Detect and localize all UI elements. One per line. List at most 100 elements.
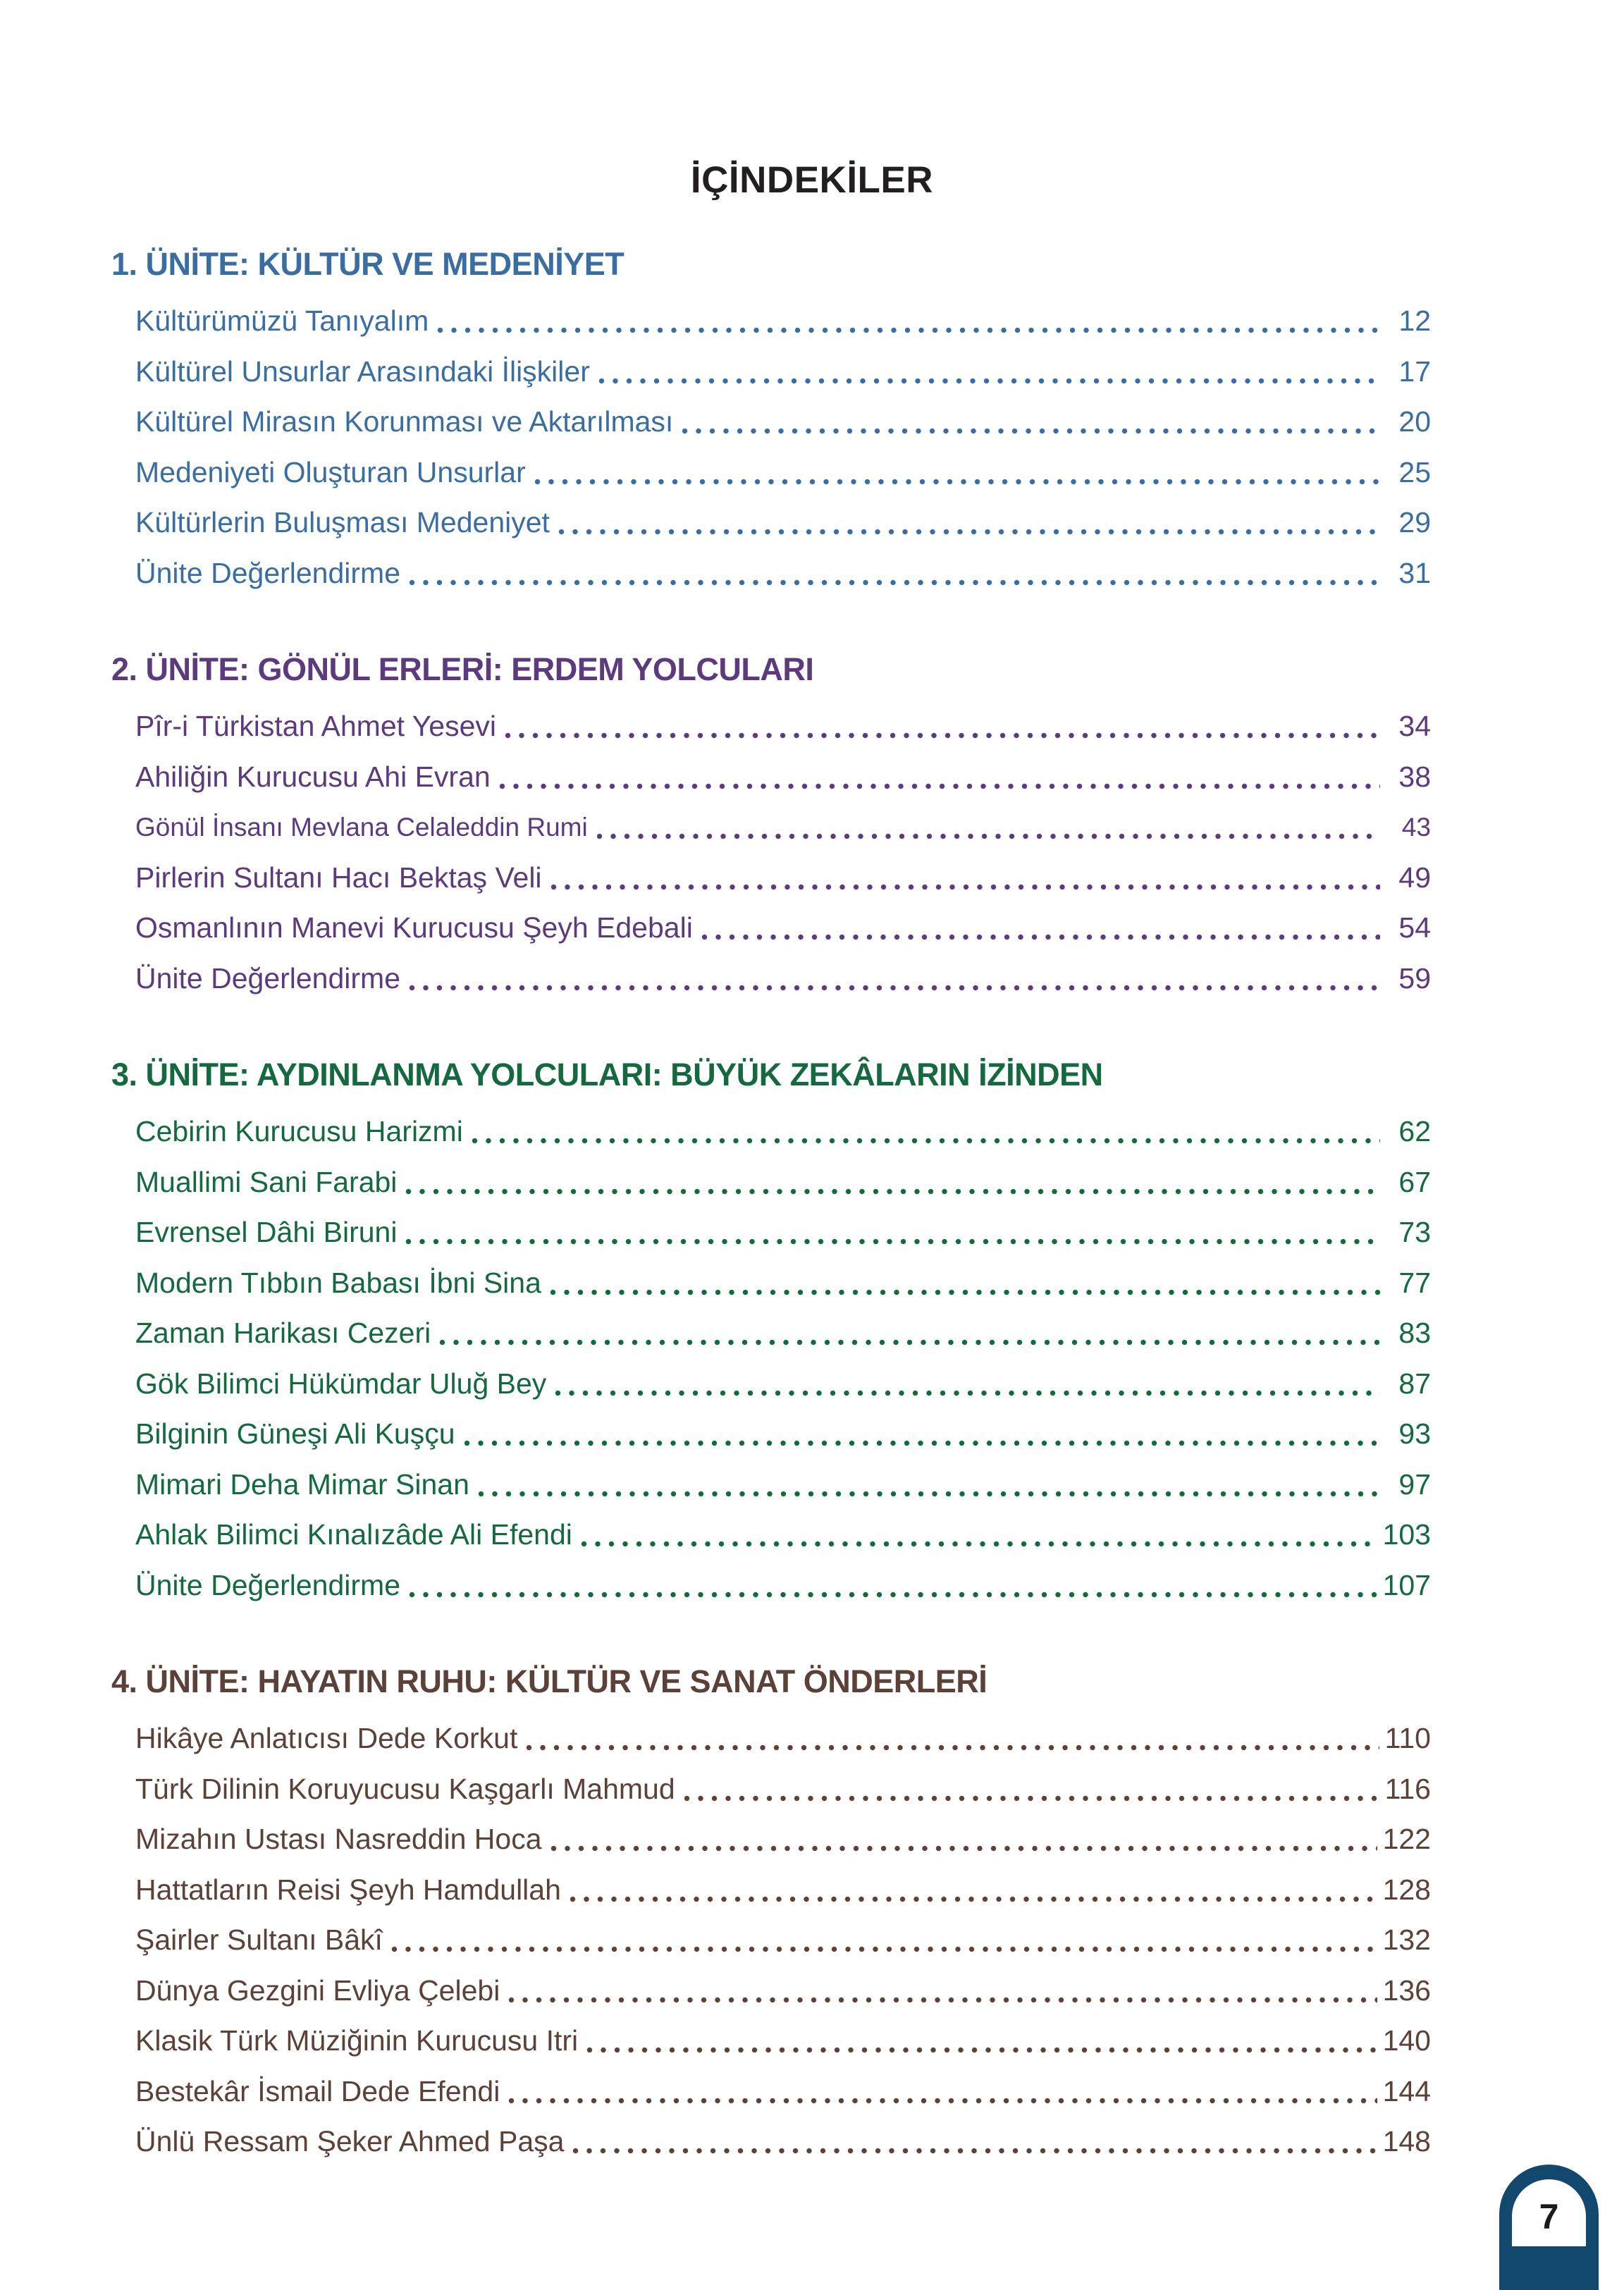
toc-entry: Gök Bilimci Hükümdar Uluğ Bey 87 [111, 1359, 1431, 1410]
dotted-leader [580, 1541, 1377, 1548]
dotted-leader [683, 1795, 1379, 1802]
dotted-leader [526, 1744, 1379, 1752]
entry-page: 43 [1401, 812, 1431, 842]
toc-entry: Dünya Gezgini Evliya Çelebi 136 [111, 1966, 1431, 2017]
dotted-leader [504, 732, 1380, 739]
entry-page: 128 [1382, 1873, 1431, 1906]
entry-page: 103 [1382, 1518, 1431, 1551]
unit-entries: Cebirin Kurucusu Harizmi 62 Muallimi San… [111, 1107, 1431, 1611]
toc-entry: Kültürel Mirasın Korunması ve Aktarılmas… [111, 397, 1431, 448]
dotted-leader [390, 1946, 1377, 1953]
dotted-leader [596, 833, 1380, 840]
toc-entry: Türk Dilinin Koruyucusu Kaşgarlı Mahmud … [111, 1764, 1431, 1815]
entry-page: 31 [1398, 556, 1431, 589]
toc-entry: Pirlerin Sultanı Hacı Bektaş Veli 49 [111, 853, 1431, 904]
entry-label: Zaman Harikası Cezeri [135, 1317, 431, 1350]
toc-entry: Medeniyeti Oluşturan Unsurlar 25 [111, 448, 1431, 498]
toc-entry: Pîr-i Türkistan Ahmet Yesevi 34 [111, 701, 1431, 752]
toc-unit: 1. ÜNİTE: KÜLTÜR VE MEDENİYET Kültürümüz… [111, 244, 1431, 598]
entry-label: Kültürümüzü Tanıyalım [135, 304, 429, 338]
entry-label: Ünlü Ressam Şeker Ahmed Paşa [135, 2125, 565, 2158]
entry-page: 34 [1398, 710, 1431, 743]
entry-page: 132 [1382, 1923, 1431, 1957]
entry-label: Modern Tıbbın Babası İbni Sina [135, 1266, 541, 1299]
entry-label: Ünite Değerlendirme [135, 1568, 401, 1601]
dotted-leader [534, 478, 1380, 485]
entry-page: 107 [1382, 1568, 1431, 1601]
entry-label: Mimari Deha Mimar Sinan [135, 1467, 469, 1501]
entry-label: Gök Bilimci Hükümdar Uluğ Bey [135, 1367, 547, 1400]
entry-label: Ahlak Bilimci Kınalızâde Ali Efendi [135, 1518, 572, 1551]
toc-entry: Gönül İnsanı Mevlana Celaleddin Rumi 43 [111, 802, 1431, 853]
entry-label: Gönül İnsanı Mevlana Celaleddin Rumi [135, 812, 588, 842]
entry-label: Klasik Türk Müziğinin Kurucusu Itri [135, 2024, 579, 2057]
entry-label: Hikâye Anlatıcısı Dede Korkut [135, 1722, 518, 1755]
entry-label: Osmanlının Manevi Kurucusu Şeyh Edebali [135, 911, 693, 944]
page-title: İÇİNDEKİLER [690, 159, 934, 201]
unit-heading: 3. ÜNİTE: AYDINLANMA YOLCULARI: BÜYÜK ZE… [111, 1057, 1103, 1092]
entry-page: 97 [1398, 1467, 1431, 1501]
entry-label: Muallimi Sani Farabi [135, 1165, 398, 1198]
toc-entry: Hikâye Anlatıcısı Dede Korkut 110 [111, 1713, 1431, 1764]
toc-entry: Ahlak Bilimci Kınalızâde Ali Efendi 103 [111, 1510, 1431, 1560]
dotted-leader [405, 1238, 1380, 1245]
entry-label: Bestekâr İsmail Dede Efendi [135, 2074, 500, 2107]
dotted-leader [508, 1996, 1377, 2003]
dotted-leader [471, 1138, 1380, 1145]
dotted-leader [550, 1845, 1377, 1852]
toc-entry: Şairler Sultanı Bâkî 132 [111, 1915, 1431, 1966]
unit-heading: 1. ÜNİTE: KÜLTÜR VE MEDENİYET [111, 246, 625, 282]
toc-entry: Modern Tıbbın Babası İbni Sina 77 [111, 1258, 1431, 1309]
toc-units: 1. ÜNİTE: KÜLTÜR VE MEDENİYET Kültürümüz… [111, 244, 1431, 2167]
entry-page: 12 [1398, 304, 1431, 338]
entry-label: Evrensel Dâhi Biruni [135, 1216, 398, 1249]
toc-entry: Zaman Harikası Cezeri 83 [111, 1308, 1431, 1359]
dotted-leader [558, 529, 1380, 536]
page-number: 7 [1512, 2179, 1586, 2246]
entry-page: 73 [1398, 1216, 1431, 1249]
entry-page: 54 [1398, 911, 1431, 944]
toc-entry: Kültürümüzü Tanıyalım 12 [111, 296, 1431, 347]
toc-entry: Ünite Değerlendirme 107 [111, 1560, 1431, 1611]
entry-page: 140 [1382, 2024, 1431, 2057]
entry-page: 17 [1398, 355, 1431, 388]
entry-label: Cebirin Kurucusu Harizmi [135, 1115, 463, 1148]
dotted-leader [439, 1339, 1380, 1346]
toc-entry: Osmanlının Manevi Kurucusu Şeyh Edebali … [111, 903, 1431, 954]
unit-entries: Hikâye Anlatıcısı Dede Korkut 110 Türk D… [111, 1713, 1431, 2167]
entry-label: Kültürel Mirasın Korunması ve Aktarılmas… [135, 405, 674, 438]
unit-entries: Kültürümüzü Tanıyalım 12 Kültürel Unsurl… [111, 296, 1431, 598]
entry-page: 148 [1382, 2125, 1431, 2158]
dotted-leader [409, 579, 1380, 586]
entry-page: 122 [1382, 1823, 1431, 1856]
entry-page: 59 [1398, 961, 1431, 995]
entry-page: 25 [1398, 455, 1431, 488]
entry-page: 77 [1398, 1266, 1431, 1299]
dotted-leader [409, 984, 1380, 991]
toc-entry: Ahiliğin Kurucusu Ahi Evran 38 [111, 752, 1431, 803]
entry-label: Mizahın Ustası Nasreddin Hoca [135, 1823, 542, 1856]
dotted-leader [477, 1490, 1380, 1497]
toc-entry: Hattatların Reisi Şeyh Hamdullah 128 [111, 1865, 1431, 1916]
entry-label: Pîr-i Türkistan Ahmet Yesevi [135, 710, 496, 743]
toc-entry: Ünite Değerlendirme 31 [111, 548, 1431, 599]
entry-page: 110 [1384, 1722, 1431, 1755]
entry-page: 38 [1398, 760, 1431, 793]
entry-label: Dünya Gezgini Evliya Çelebi [135, 1974, 500, 2007]
entry-label: Pirlerin Sultanı Hacı Bektaş Veli [135, 861, 542, 894]
entry-page: 144 [1382, 2074, 1431, 2107]
toc-entry: Klasik Türk Müziğinin Kurucusu Itri 140 [111, 2016, 1431, 2067]
entry-label: Ünite Değerlendirme [135, 961, 401, 995]
toc-unit: 4. ÜNİTE: HAYATIN RUHU: KÜLTÜR VE SANAT … [111, 1661, 1431, 2167]
toc-unit: 2. ÜNİTE: GÖNÜL ERLERİ: ERDEM YOLCULARI … [111, 649, 1431, 1004]
entry-label: Bilginin Güneşi Ali Kuşçu [135, 1417, 455, 1451]
entry-page: 93 [1398, 1417, 1431, 1451]
entry-label: Ünite Değerlendirme [135, 556, 401, 589]
dotted-leader [598, 377, 1380, 384]
dotted-leader [463, 1440, 1380, 1447]
dotted-leader [508, 2097, 1377, 2104]
toc-entry: Kültürlerin Buluşması Medeniyet 29 [111, 498, 1431, 548]
dotted-leader [550, 883, 1380, 890]
toc-entry: Muallimi Sani Farabi 67 [111, 1157, 1431, 1208]
